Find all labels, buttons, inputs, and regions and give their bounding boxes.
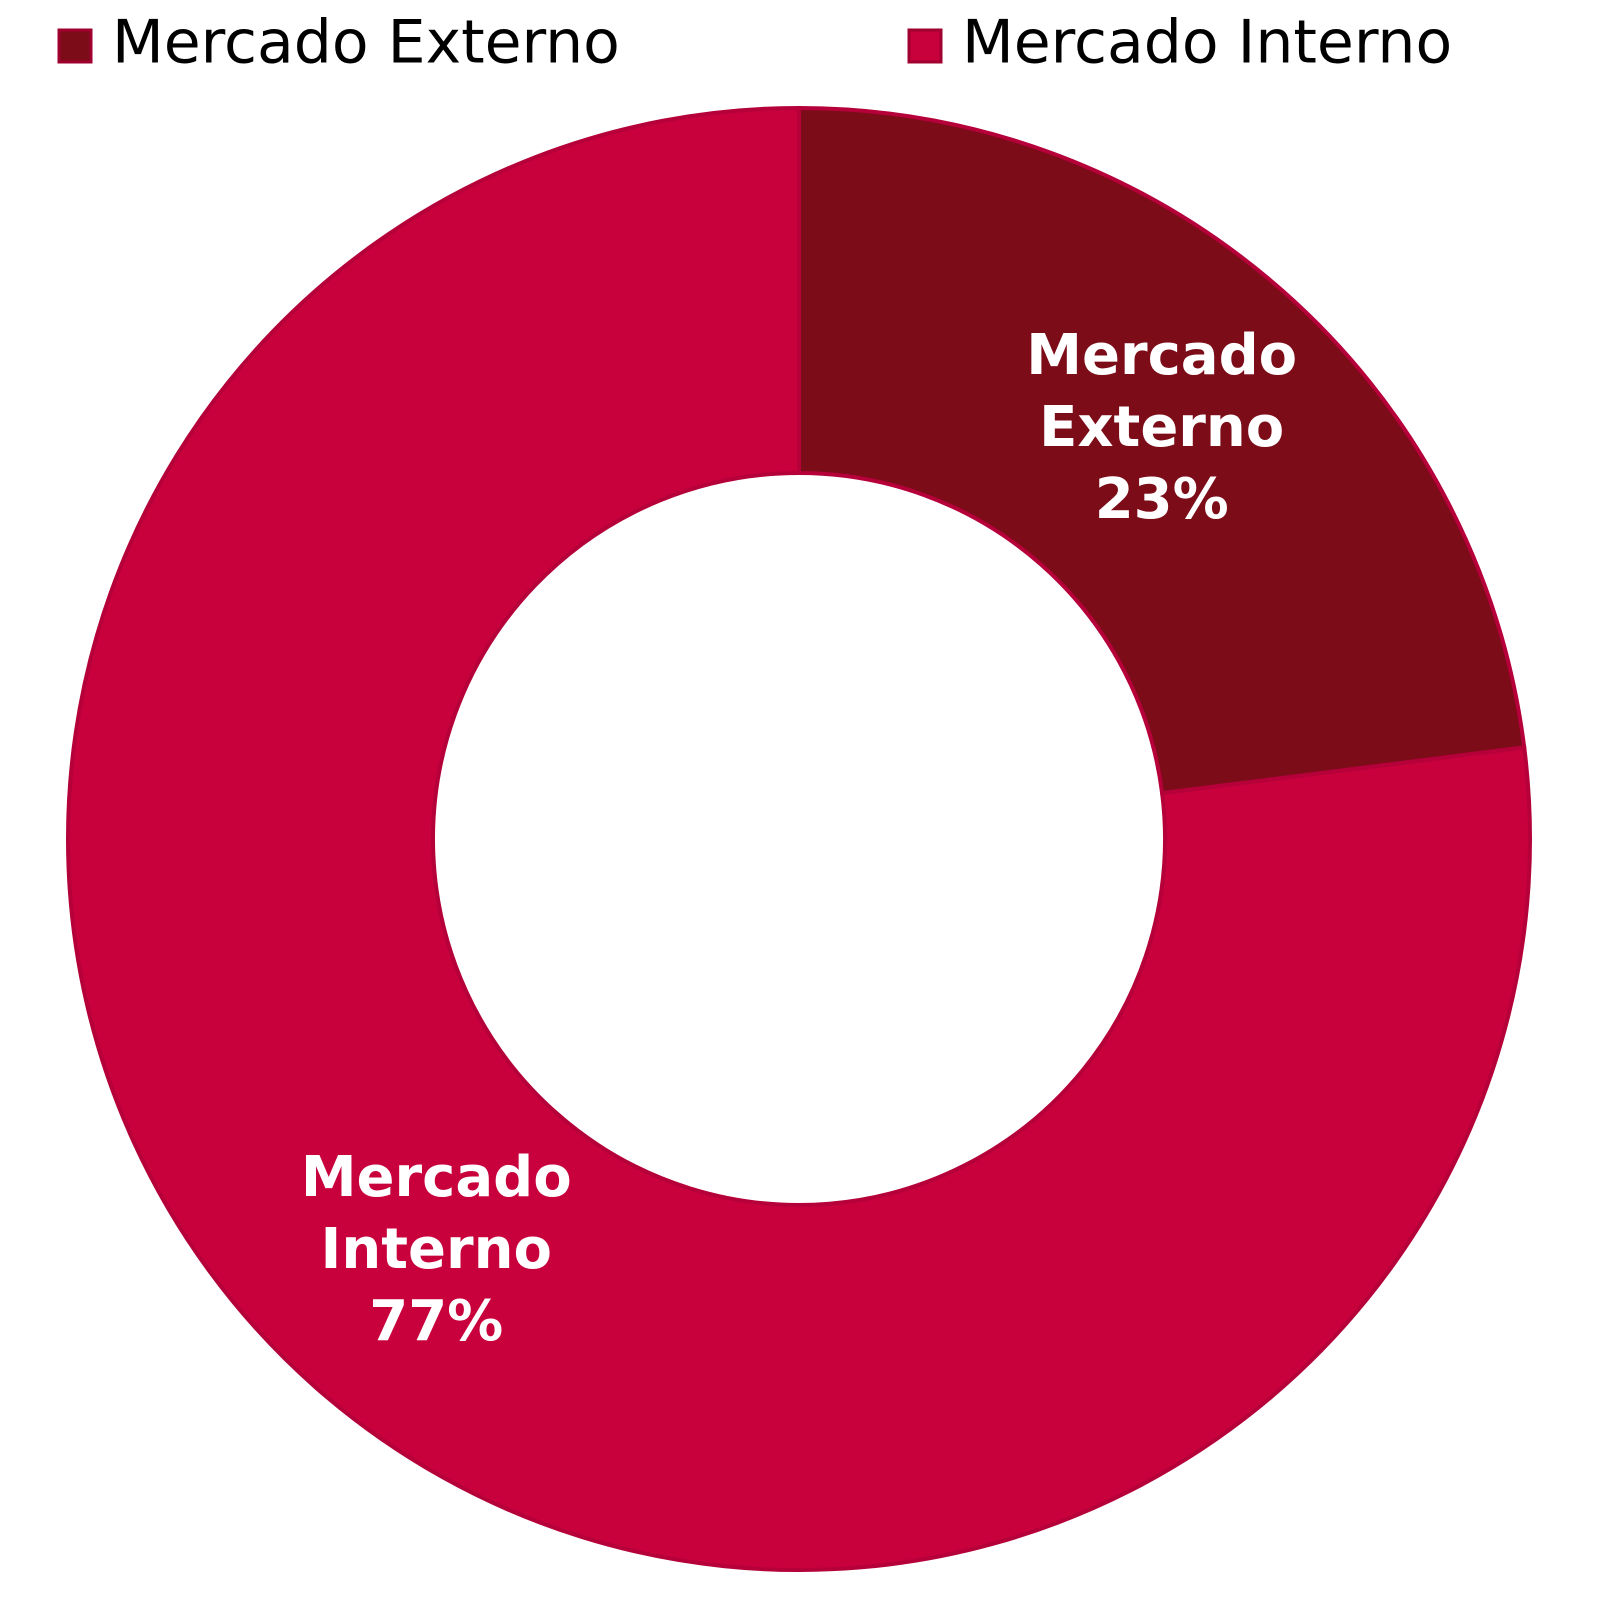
slice-label: Mercado Externo 23% [1012,320,1312,536]
donut-slice [797,105,1527,796]
legend-swatch [57,28,93,64]
slice-category: Mercado Interno [300,1145,572,1283]
legend-label: Mercado Externo [112,8,620,78]
slice-value: 77% [369,1289,504,1355]
slice-category: Mercado Externo [1026,322,1298,460]
legend-swatch [907,28,943,64]
legend-label: Mercado Interno [962,8,1452,78]
slice-value: 23% [1094,466,1229,532]
donut-slice [66,105,1533,1572]
slice-label: Mercado Interno 77% [286,1142,586,1358]
